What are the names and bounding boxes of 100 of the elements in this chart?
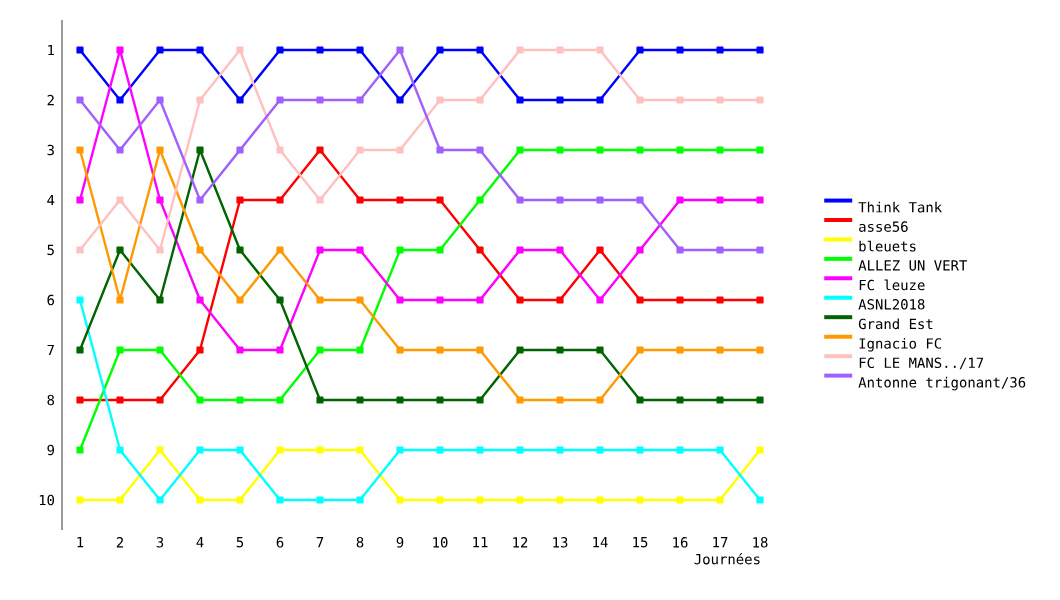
point xyxy=(596,446,604,454)
point xyxy=(316,46,324,54)
point xyxy=(356,346,364,354)
point xyxy=(436,246,444,254)
point xyxy=(316,146,324,154)
point xyxy=(316,296,324,304)
point xyxy=(676,246,684,254)
point xyxy=(276,196,284,204)
point xyxy=(516,246,524,254)
point xyxy=(756,296,764,304)
point xyxy=(556,496,564,504)
point xyxy=(556,246,564,254)
point xyxy=(196,146,204,154)
point xyxy=(636,96,644,104)
point xyxy=(436,346,444,354)
point xyxy=(156,96,164,104)
point xyxy=(676,496,684,504)
point xyxy=(116,446,124,454)
point xyxy=(116,296,124,304)
point xyxy=(316,196,324,204)
point xyxy=(636,396,644,404)
point xyxy=(436,396,444,404)
point xyxy=(276,396,284,404)
point xyxy=(476,296,484,304)
point xyxy=(316,446,324,454)
point xyxy=(596,46,604,54)
point xyxy=(516,96,524,104)
point xyxy=(476,396,484,404)
point xyxy=(356,196,364,204)
point xyxy=(76,396,84,404)
point xyxy=(156,396,164,404)
point xyxy=(476,46,484,54)
point xyxy=(756,396,764,404)
point xyxy=(636,146,644,154)
point xyxy=(476,346,484,354)
point xyxy=(316,496,324,504)
point xyxy=(116,346,124,354)
point xyxy=(516,196,524,204)
point xyxy=(116,96,124,104)
point xyxy=(156,246,164,254)
point xyxy=(756,246,764,254)
point xyxy=(676,296,684,304)
point xyxy=(316,96,324,104)
point xyxy=(476,246,484,254)
point xyxy=(196,196,204,204)
point xyxy=(116,46,124,54)
point xyxy=(196,446,204,454)
point xyxy=(476,196,484,204)
point xyxy=(76,96,84,104)
point xyxy=(596,196,604,204)
point xyxy=(196,246,204,254)
point xyxy=(396,46,404,54)
point xyxy=(756,346,764,354)
point xyxy=(116,246,124,254)
point xyxy=(516,446,524,454)
point xyxy=(76,246,84,254)
point xyxy=(236,396,244,404)
point xyxy=(276,246,284,254)
point xyxy=(636,446,644,454)
point xyxy=(676,96,684,104)
point xyxy=(396,396,404,404)
point xyxy=(596,146,604,154)
point xyxy=(156,446,164,454)
point xyxy=(596,496,604,504)
point xyxy=(756,96,764,104)
point xyxy=(716,346,724,354)
point xyxy=(516,46,524,54)
point xyxy=(316,246,324,254)
point xyxy=(516,496,524,504)
point xyxy=(716,96,724,104)
point xyxy=(236,296,244,304)
point xyxy=(636,346,644,354)
point xyxy=(276,496,284,504)
point xyxy=(676,146,684,154)
point xyxy=(676,446,684,454)
point xyxy=(716,46,724,54)
point xyxy=(556,196,564,204)
point xyxy=(476,446,484,454)
point xyxy=(716,296,724,304)
point xyxy=(236,496,244,504)
point xyxy=(236,446,244,454)
point xyxy=(516,146,524,154)
point xyxy=(516,396,524,404)
point xyxy=(556,346,564,354)
point xyxy=(516,346,524,354)
point xyxy=(76,296,84,304)
point xyxy=(196,46,204,54)
point xyxy=(676,396,684,404)
point xyxy=(76,446,84,454)
point xyxy=(396,246,404,254)
point xyxy=(116,396,124,404)
point xyxy=(356,296,364,304)
point xyxy=(556,146,564,154)
point xyxy=(236,196,244,204)
point xyxy=(756,46,764,54)
point xyxy=(356,496,364,504)
point xyxy=(756,496,764,504)
point xyxy=(276,446,284,454)
point xyxy=(436,46,444,54)
point xyxy=(156,496,164,504)
